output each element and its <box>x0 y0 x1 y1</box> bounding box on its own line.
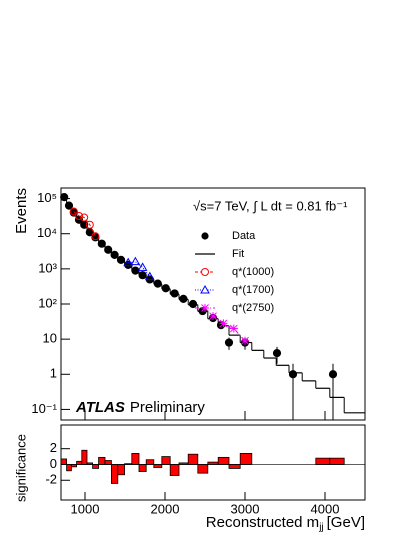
bar <box>197 464 209 474</box>
data-point <box>288 370 298 379</box>
signal-point <box>130 256 141 266</box>
y-tick-label: 10 <box>43 331 57 346</box>
y-tick-label: 10⁻¹ <box>31 401 57 416</box>
legend-label: Data <box>232 230 256 242</box>
legend-symbol <box>201 268 209 276</box>
signal-point <box>85 220 94 229</box>
bar <box>145 459 155 465</box>
bar <box>207 461 219 465</box>
bar <box>76 460 83 465</box>
legend-label: q*(1000) <box>232 266 274 278</box>
bar <box>329 457 345 465</box>
bar <box>315 457 331 465</box>
bar <box>111 464 119 484</box>
signal-point <box>219 319 228 328</box>
bar <box>169 464 180 476</box>
bar <box>239 453 253 465</box>
signal-point <box>75 211 83 220</box>
bar <box>187 453 199 465</box>
y-tick-label: 2 <box>50 440 57 455</box>
data-point <box>60 193 69 202</box>
y-axis-label: Events <box>13 188 30 234</box>
data-point <box>272 349 282 358</box>
signal-point <box>144 271 155 281</box>
bar <box>81 449 88 465</box>
legend-symbol <box>201 304 209 312</box>
bar <box>98 456 106 465</box>
bar <box>217 456 230 465</box>
bar <box>92 464 99 469</box>
legend-symbol <box>200 284 210 294</box>
y-tick-label: 10² <box>38 295 57 310</box>
bar <box>138 464 147 472</box>
bar <box>161 456 171 465</box>
bar <box>71 464 78 468</box>
data-point <box>188 299 198 309</box>
y-tick-label: 10⁴ <box>37 225 57 240</box>
y-tick-label: 0 <box>50 456 57 471</box>
bar <box>228 464 241 469</box>
signal-point <box>229 324 238 333</box>
y-axis-label: significance <box>13 434 28 502</box>
data-point <box>224 338 234 347</box>
y-tick-label: 10⁵ <box>37 190 57 205</box>
bar <box>131 453 140 465</box>
plot-frame <box>60 187 366 421</box>
signal-point <box>137 262 148 271</box>
x-tick-label: 3000 <box>231 501 260 516</box>
status: Preliminary <box>130 399 206 416</box>
experiment: ATLAS <box>75 399 125 416</box>
x-tick-label: 1000 <box>71 501 100 516</box>
legend-label: q*(2750) <box>232 302 274 314</box>
data-point <box>328 370 338 379</box>
signal-line <box>212 315 246 342</box>
x-tick-label: 2000 <box>151 501 180 516</box>
bar <box>60 458 67 465</box>
signal-point <box>91 232 100 241</box>
legend-label: q*(1700) <box>232 284 274 296</box>
y-tick-label: 10³ <box>38 260 57 275</box>
signal-point <box>80 213 89 222</box>
bar <box>153 464 163 469</box>
signal-point <box>123 257 134 267</box>
x-tick-label: 4000 <box>311 501 340 516</box>
data-point <box>170 289 179 298</box>
signal-point <box>69 207 78 216</box>
legend-label: Fit <box>232 248 244 260</box>
x-axis-label: Reconstructed mjj [GeV] <box>206 514 365 533</box>
signal-line <box>73 211 96 237</box>
signal-point <box>209 312 217 321</box>
y-tick-label: 1 <box>50 366 57 381</box>
y-tick-label: -2 <box>45 472 57 487</box>
annotation: √s=7 TeV, ∫ L dt = 0.81 fb⁻¹ <box>193 198 348 213</box>
x-label-main: Reconstructed m <box>206 514 319 531</box>
x-label-sub: jj <box>318 522 323 533</box>
bar <box>66 464 72 472</box>
signal-point <box>241 336 249 345</box>
bar <box>117 464 126 476</box>
experiment-label: ATLAS Preliminary <box>75 399 205 416</box>
bar <box>104 460 112 465</box>
x-label-unit: [GeV] <box>327 514 365 531</box>
legend-symbol <box>201 232 209 240</box>
